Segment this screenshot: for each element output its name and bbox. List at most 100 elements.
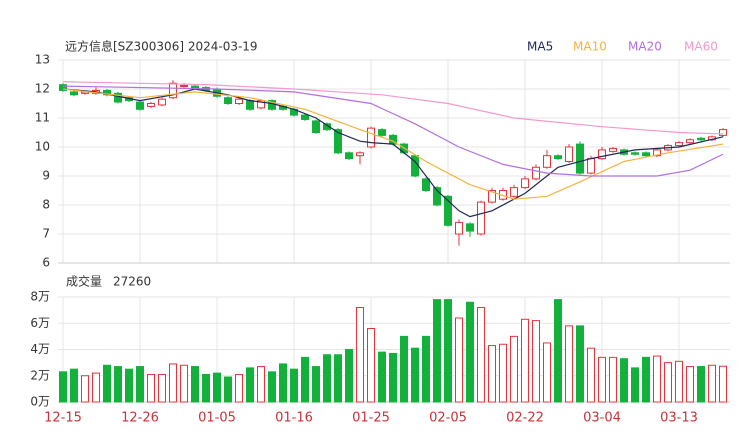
volume-bar	[334, 354, 342, 403]
volume-bar	[323, 354, 331, 403]
volume-bar	[279, 363, 287, 403]
volume-bar	[136, 366, 144, 403]
candle-body	[510, 187, 518, 197]
volume-bar	[499, 343, 507, 403]
candle-body	[488, 190, 496, 203]
volume-bar	[169, 363, 177, 403]
volume-bar	[565, 325, 573, 403]
candle-body	[719, 129, 727, 136]
volume-bar	[103, 364, 111, 403]
volume-title: 成交量	[66, 274, 102, 289]
volume-bar	[576, 325, 584, 403]
ma-line	[62, 85, 724, 177]
volume-bar	[367, 328, 375, 403]
volume-bar	[301, 356, 309, 403]
x-tick-label: 01-05	[198, 411, 236, 426]
volume-tick-label: 6万	[30, 316, 50, 330]
volume-bar	[257, 366, 265, 403]
volume-bar	[312, 366, 320, 403]
x-tick-label: 12-26	[121, 411, 159, 426]
volume-bar	[664, 362, 672, 403]
candle-body	[697, 137, 705, 141]
volume-bar	[158, 373, 166, 403]
volume-latest: 27260	[113, 275, 151, 289]
y-tick-label: 13	[35, 53, 50, 67]
volume-bar	[587, 347, 595, 403]
y-tick-label: 9	[42, 169, 50, 183]
candle-body	[59, 84, 67, 91]
ma-line	[62, 81, 724, 135]
chart-title: 远方信息[SZ300306] 2024-03-19	[65, 39, 258, 54]
candle-body	[334, 129, 342, 154]
x-tick-label: 03-04	[583, 411, 621, 426]
x-tick-label: 01-16	[275, 411, 313, 426]
volume-bar	[389, 352, 397, 403]
y-tick-label: 11	[35, 111, 50, 125]
candle-body	[433, 187, 441, 206]
candle-body	[235, 98, 243, 105]
y-tick-label: 6	[42, 256, 50, 270]
legend-label: MA10	[573, 40, 607, 54]
candle-body	[642, 152, 650, 157]
volume-bar	[554, 299, 562, 403]
candle-body	[70, 91, 78, 96]
candle-body	[114, 92, 122, 103]
volume-bar	[653, 355, 661, 403]
volume-bar	[510, 335, 518, 403]
candle-body	[609, 147, 617, 152]
volume-bar	[532, 320, 540, 403]
candle-body	[411, 155, 419, 177]
candle-body	[345, 152, 353, 160]
volume-bar	[125, 368, 133, 403]
candle-body	[587, 158, 595, 174]
candle-body	[455, 221, 463, 235]
volume-bar	[180, 364, 188, 403]
volume-bar	[675, 360, 683, 403]
volume-bar	[708, 364, 716, 403]
candle-body	[554, 155, 562, 160]
volume-tick-label: 0万	[30, 395, 50, 409]
volume-bar	[202, 373, 210, 403]
x-tick-label: 01-25	[352, 411, 390, 426]
candle-body	[422, 178, 430, 191]
candle-body	[147, 103, 155, 107]
legend-label: MA5	[527, 40, 553, 54]
volume-bar	[455, 317, 463, 403]
candle-body	[356, 152, 364, 157]
volume-bar	[477, 307, 485, 403]
y-tick-label: 12	[35, 82, 50, 96]
volume-bar	[356, 307, 364, 403]
volume-bar	[235, 373, 243, 403]
candle-body	[466, 223, 474, 232]
ma-line	[62, 88, 724, 200]
volume-bar	[433, 299, 441, 403]
volume-bar	[466, 301, 474, 403]
candle-body	[191, 85, 199, 89]
volume-bar	[224, 376, 232, 403]
candle-body	[367, 127, 375, 148]
y-tick-label: 10	[35, 140, 50, 154]
candle-body	[246, 100, 254, 110]
candle-body	[521, 178, 529, 189]
candle-body	[323, 123, 331, 131]
volume-tick-label: 8万	[30, 290, 50, 304]
volume-bar	[411, 347, 419, 403]
volume-tick-label: 4万	[30, 342, 50, 356]
candle-body	[301, 114, 309, 120]
candle-body	[653, 149, 661, 157]
volume-bar	[147, 373, 155, 403]
volume-bar	[631, 367, 639, 403]
volume-bar	[246, 367, 254, 403]
volume-bar	[290, 368, 298, 403]
y-tick-label: 7	[42, 227, 50, 241]
legend-label: MA60	[684, 40, 718, 54]
candle-body	[444, 195, 452, 226]
candle-body	[158, 98, 166, 106]
candle-body	[576, 143, 584, 174]
x-tick-label: 02-05	[429, 411, 467, 426]
volume-bar	[114, 366, 122, 403]
candle-body	[378, 129, 386, 136]
candle-body	[180, 85, 188, 88]
candle-body	[565, 146, 573, 162]
